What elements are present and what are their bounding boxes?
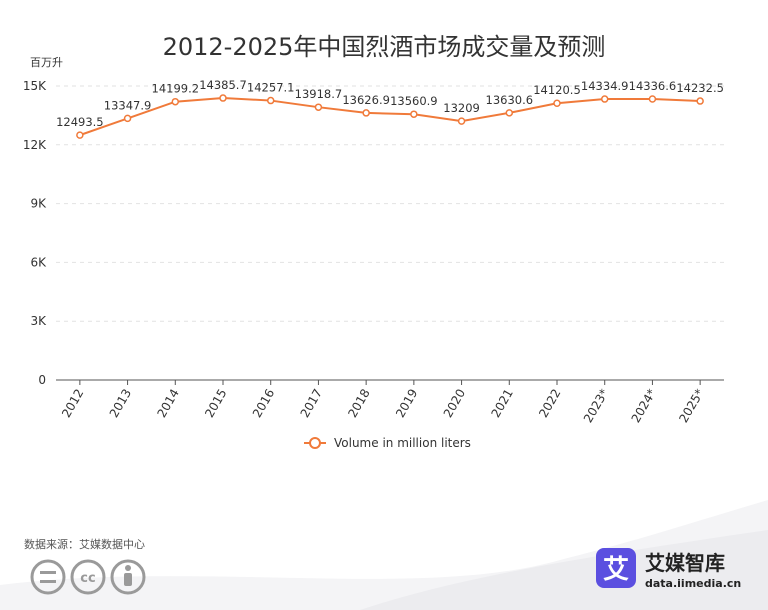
legend[interactable]: Volume in million liters <box>304 436 471 450</box>
data-point[interactable] <box>314 103 323 111</box>
data-label: 12493.5 <box>56 115 104 129</box>
license-icons: cc <box>30 559 146 595</box>
chart-title: 2012-2025年中国烈酒市场成交量及预测 <box>163 33 606 61</box>
x-tick-label: 2016 <box>250 387 277 420</box>
brand-url: data.iimedia.cn <box>645 577 741 590</box>
y-tick-label: 3K <box>30 314 47 328</box>
data-point[interactable] <box>219 94 227 102</box>
y-axis-unit: 百万升 <box>30 56 63 69</box>
data-point[interactable] <box>600 95 609 103</box>
data-point[interactable] <box>505 109 514 117</box>
data-label: 14120.5 <box>533 83 581 97</box>
data-label: 13918.7 <box>295 87 343 101</box>
x-axis-ticks: 2012 2013 2014 2015 2016 2017 2018 2019 2020 2021… <box>59 380 707 425</box>
data-point[interactable] <box>648 95 657 103</box>
data-point[interactable] <box>123 114 132 123</box>
data-label: 13626.9 <box>342 93 390 107</box>
x-tick-label: 2021 <box>488 387 515 420</box>
data-label: 13630.6 <box>486 93 534 107</box>
data-point[interactable] <box>457 117 466 125</box>
y-axis-ticks: 0 3K 6K 9K 12K 15K <box>23 79 47 387</box>
x-tick-label: 2019 <box>393 387 420 420</box>
cc-icon: cc <box>70 559 106 595</box>
data-label: 13347.9 <box>104 98 152 112</box>
brand-logo-char: 艾 <box>603 555 629 585</box>
equals-icon <box>30 559 66 595</box>
data-label: 14385.7 <box>199 78 247 92</box>
y-tick-label: 12K <box>23 138 47 152</box>
legend-marker <box>309 437 321 449</box>
x-tick-label: 2015 <box>202 387 229 420</box>
brand-logo-box <box>596 548 636 588</box>
source-note: 数据来源：艾媒数据中心 <box>24 538 145 551</box>
data-point[interactable] <box>362 109 370 117</box>
brand-logo: 艾 艾媒智库 data.iimedia.cn <box>596 548 741 590</box>
y-tick-label: 6K <box>30 255 47 269</box>
data-label: 14257.1 <box>247 81 295 95</box>
data-point[interactable] <box>696 97 704 105</box>
y-tick-label: 15K <box>23 79 47 93</box>
data-label: 14334.9 <box>581 79 629 93</box>
data-point[interactable] <box>76 131 84 139</box>
data-label: 14336.6 <box>629 79 677 93</box>
y-tick-label: 9K <box>30 197 47 211</box>
data-label: 13560.9 <box>390 94 438 108</box>
y-tick-label: 0 <box>38 373 46 387</box>
x-tick-label: 2013 <box>107 387 134 420</box>
x-tick-label: 2022 <box>536 387 563 420</box>
data-point[interactable] <box>553 99 561 107</box>
series-line <box>79 97 701 137</box>
brand-name: 艾媒智库 <box>645 551 725 575</box>
x-tick-label: 2014 <box>154 387 181 420</box>
x-tick-label: 2017 <box>298 387 325 420</box>
x-tick-label: 2020 <box>441 387 468 420</box>
x-tick-label: 2025* <box>676 387 706 426</box>
data-label: 14199.2 <box>152 82 200 96</box>
x-tick-label: 2012 <box>59 387 86 420</box>
data-label: 14232.5 <box>676 81 724 95</box>
data-point[interactable] <box>266 96 275 105</box>
footer-wave-2 <box>360 530 768 610</box>
gridlines <box>56 85 724 322</box>
svg-text:cc: cc <box>80 571 95 586</box>
person-icon <box>110 559 146 595</box>
series-layer <box>76 94 704 139</box>
data-point[interactable] <box>410 110 418 118</box>
x-tick-label: 2023* <box>581 387 611 426</box>
data-label: 13209 <box>443 101 480 115</box>
legend-label: Volume in million liters <box>334 436 471 450</box>
x-tick-label: 2024* <box>629 387 659 426</box>
data-point[interactable] <box>171 97 180 106</box>
x-tick-label: 2018 <box>345 387 372 420</box>
